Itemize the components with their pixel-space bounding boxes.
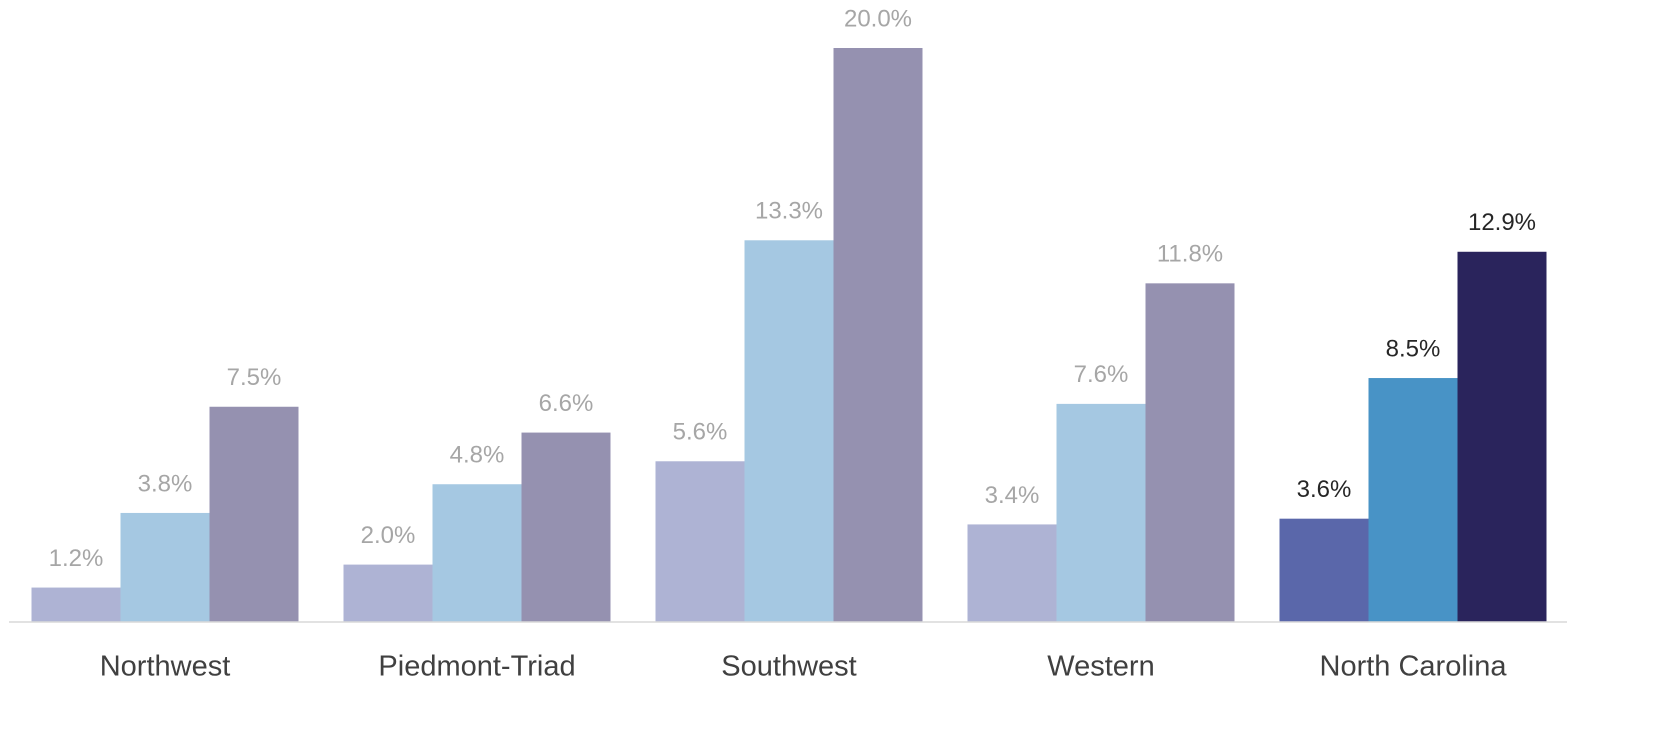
x-tick-label: Northwest — [100, 651, 231, 683]
value-label: 8.5% — [1386, 335, 1441, 362]
bar — [1279, 518, 1369, 622]
value-label: 3.8% — [138, 470, 193, 497]
value-label: 20.0% — [844, 5, 912, 32]
bar — [209, 406, 299, 622]
x-tick-label: Piedmont-Triad — [378, 651, 575, 683]
value-label: 2.0% — [361, 522, 416, 549]
bar — [833, 48, 923, 622]
value-label: 11.8% — [1157, 241, 1223, 268]
value-label: 13.3% — [755, 198, 823, 225]
value-label: 12.9% — [1468, 209, 1536, 236]
bar — [120, 512, 210, 622]
bar — [1145, 283, 1235, 622]
bar — [655, 461, 745, 622]
bar — [1368, 378, 1458, 622]
value-label: 7.5% — [227, 364, 282, 391]
bar — [1056, 403, 1146, 622]
x-tick-label: Western — [1047, 651, 1154, 683]
bar — [521, 432, 611, 622]
bar — [744, 240, 834, 623]
value-label: 3.4% — [985, 482, 1040, 509]
value-label: 7.6% — [1074, 361, 1129, 388]
x-tick-label: North Carolina — [1320, 651, 1508, 683]
x-tick-label: Southwest — [721, 651, 856, 683]
value-label: 1.2% — [49, 545, 104, 572]
value-label: 5.6% — [673, 419, 728, 446]
value-label: 6.6% — [539, 390, 594, 417]
bar — [343, 564, 433, 622]
value-label: 4.8% — [450, 442, 505, 469]
value-label: 3.6% — [1297, 476, 1352, 503]
bar — [967, 524, 1057, 622]
bar — [432, 484, 522, 622]
bar — [31, 587, 121, 622]
bar — [1457, 251, 1547, 622]
